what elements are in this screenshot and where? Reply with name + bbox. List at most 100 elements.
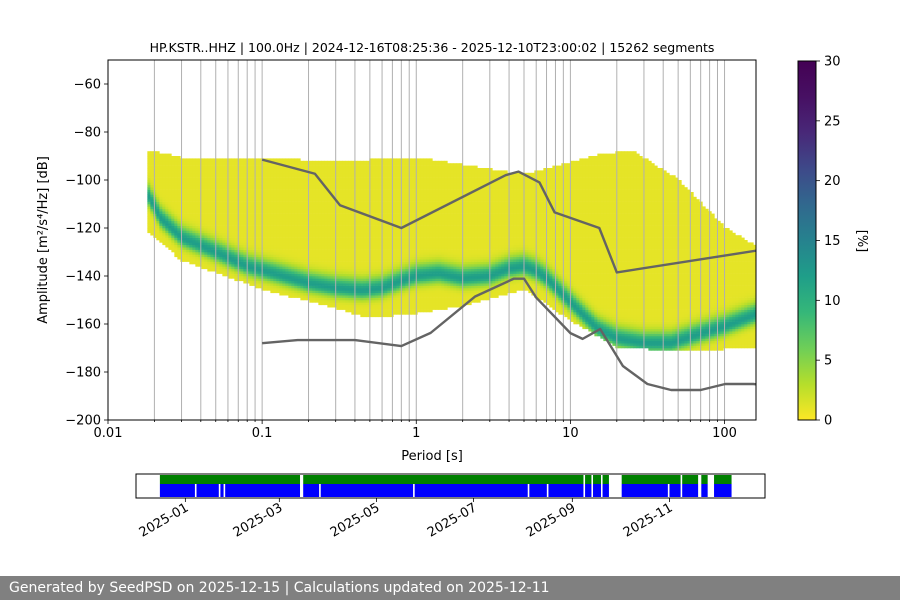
heatmap-cell [405, 237, 409, 241]
heatmap-cell [213, 256, 217, 260]
heatmap-cell [264, 264, 268, 267]
heatmap-cell [225, 211, 229, 214]
heatmap-cell [333, 189, 337, 193]
heatmap-cell [411, 271, 415, 274]
heatmap-cell [234, 199, 238, 202]
heatmap-cell [294, 273, 298, 277]
heatmap-cell [408, 208, 412, 212]
heatmap-cell [207, 189, 211, 193]
heatmap-cell [273, 285, 277, 289]
heatmap-cell [267, 285, 271, 289]
heatmap-cell [387, 204, 391, 207]
heatmap-cell [321, 180, 325, 183]
heatmap-cell [213, 247, 217, 250]
heatmap-cell [282, 273, 286, 277]
heatmap-cell [405, 235, 409, 238]
heatmap-cell [387, 199, 391, 202]
heatmap-cell [279, 240, 283, 243]
heatmap-cell [258, 235, 262, 238]
heatmap-cell [291, 213, 295, 217]
heatmap-cell [348, 247, 352, 250]
heatmap-cell [333, 247, 337, 250]
heatmap-cell [183, 182, 187, 186]
heatmap-cell [303, 199, 307, 202]
heatmap-cell [330, 273, 334, 277]
heatmap-cell [375, 158, 379, 162]
heatmap-cell [354, 160, 358, 164]
heatmap-cell [342, 204, 346, 207]
heatmap-cell [378, 292, 382, 296]
heatmap-cell [213, 218, 217, 222]
heatmap-cell [195, 247, 199, 250]
heatmap-cell [282, 194, 286, 198]
heatmap-cell [246, 276, 250, 279]
heatmap-cell [348, 264, 352, 267]
heatmap-cell [273, 240, 277, 243]
heatmap-cell [228, 189, 232, 193]
heatmap-cell [381, 216, 385, 219]
heatmap-cell [369, 302, 373, 306]
heatmap-cell [195, 242, 199, 246]
heatmap-cell [249, 225, 253, 229]
heatmap-cell [228, 218, 232, 222]
heatmap-cell [402, 218, 406, 222]
heatmap-cell [228, 242, 232, 246]
heatmap-cell [321, 297, 325, 301]
heatmap-cell [174, 218, 178, 222]
heatmap-cell [375, 204, 379, 207]
heatmap-cell [372, 261, 376, 265]
heatmap-cell [168, 177, 172, 181]
heatmap-cell [300, 276, 304, 279]
heatmap-cell [300, 230, 304, 234]
heatmap-cell [408, 192, 412, 195]
heatmap-cell [315, 237, 319, 241]
heatmap-cell [165, 189, 169, 193]
heatmap-cell [342, 192, 346, 195]
heatmap-cell [396, 285, 400, 289]
heatmap-cell [396, 247, 400, 250]
heatmap-cell [258, 165, 262, 169]
heatmap-cell [183, 211, 187, 214]
heatmap-cell [345, 189, 349, 193]
heatmap-cell [177, 252, 181, 255]
heatmap-cell [252, 254, 256, 258]
heatmap-cell [285, 247, 289, 250]
heatmap-cell [165, 168, 169, 171]
heatmap-cell [405, 196, 409, 200]
heatmap-cell [378, 312, 382, 315]
heatmap-cell [246, 232, 250, 236]
heatmap-cell [204, 206, 208, 210]
heatmap-cell [330, 163, 334, 166]
heatmap-cell [312, 278, 316, 282]
heatmap-cell [237, 266, 241, 270]
heatmap-cell [405, 244, 409, 248]
heatmap-cell [312, 264, 316, 267]
heatmap-cell [375, 225, 379, 229]
heatmap-cell [150, 158, 154, 162]
heatmap-cell [330, 213, 334, 217]
heatmap-cell [378, 163, 382, 166]
heatmap-cell [246, 271, 250, 274]
heatmap-cell [276, 204, 280, 207]
heatmap-cell [369, 194, 373, 198]
heatmap-cell [270, 187, 274, 190]
heatmap-cell [348, 273, 352, 277]
heatmap-cell [339, 302, 343, 306]
heatmap-cell [156, 158, 160, 162]
heatmap-cell [393, 288, 397, 291]
heatmap-cell [231, 247, 235, 250]
heatmap-cell [384, 199, 388, 202]
heatmap-cell [294, 211, 298, 214]
heatmap-cell [315, 232, 319, 236]
heatmap-cell [366, 180, 370, 183]
heatmap-cell [240, 163, 244, 166]
heatmap-cell [222, 232, 226, 236]
heatmap-cell [321, 247, 325, 250]
heatmap-cell [366, 302, 370, 306]
heatmap-cell [234, 220, 238, 224]
heatmap-cell [168, 184, 172, 188]
heatmap-cell [372, 304, 376, 308]
heatmap-cell [336, 304, 340, 308]
heatmap-cell [258, 206, 262, 210]
heatmap-cell [189, 211, 193, 214]
